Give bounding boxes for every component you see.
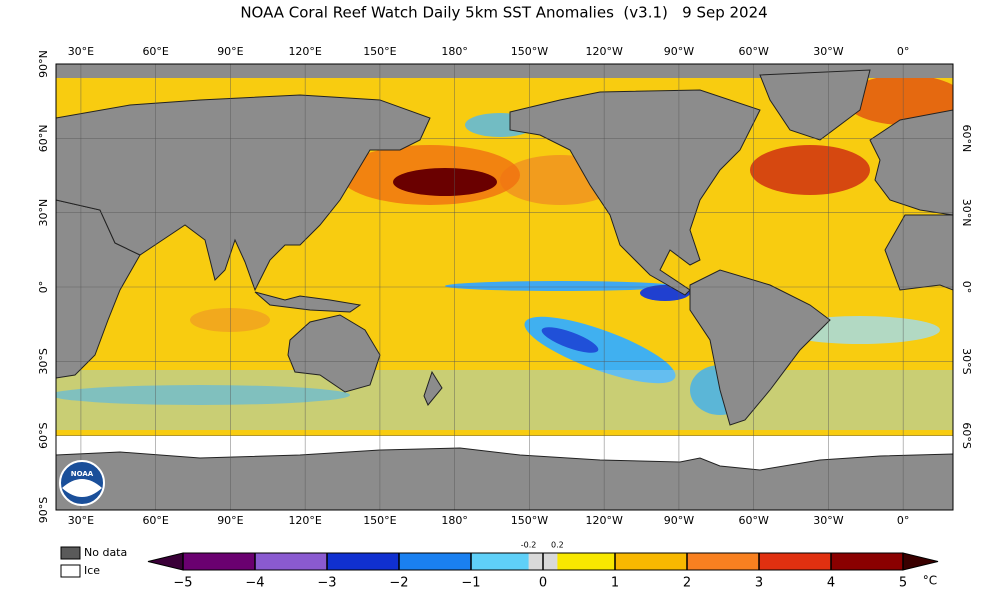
lon-label-bottom: 120°E [288,514,321,527]
colorbar-segment [255,553,327,570]
map-body [56,64,953,510]
lon-label-top: 90°E [217,45,243,58]
lat-label-left: 30°N [37,199,50,227]
lon-label-bottom: 90°W [664,514,694,527]
lon-label-bottom: 30°E [68,514,94,527]
legend: No data Ice [60,546,127,578]
colorbar-neutral-label: 0.2 [551,541,564,550]
colorbar-segment [327,553,399,570]
colorbar-segment [759,553,831,570]
anomaly-area [750,145,870,195]
new-zealand [423,370,443,406]
colorbar-tick-label: −5 [173,576,192,591]
colorbar-tick-label: 5 [899,576,907,591]
legend-swatch [60,546,81,560]
colorbar-tick-label: 2 [683,576,691,591]
lon-label-top: 30°E [68,45,94,58]
colorbar-segment [687,553,759,570]
lon-label-bottom: 30°W [813,514,843,527]
lon-label-top: 150°E [363,45,396,58]
colorbar-tick-label: 3 [755,576,763,591]
lat-label-right: 30°N [960,199,973,227]
lon-label-bottom: 120°W [585,514,622,527]
antarctica [56,447,953,510]
anomaly-pattern [56,75,953,430]
colorbar-tick-label: −4 [245,576,264,591]
lon-label-top: 150°W [511,45,548,58]
colorbar-segment [183,553,255,570]
lat-label-left: 30°S [37,348,50,374]
colorbar-tick-label: −1 [461,576,480,591]
colorbar: -0.2 0.2 −5 −4 −3 −2 −1 0 1 2 3 4 5 °C [147,541,939,591]
lat-label-right: 60°S [960,422,973,448]
colorbar-unit: °C [923,574,937,588]
eurasia [56,94,431,292]
north-america [509,89,761,296]
legend-label: Ice [84,564,100,577]
lon-label-top: 0° [897,45,910,58]
colorbar-segment [399,553,471,570]
lat-label-right: 60°N [960,124,973,152]
anomaly-area [393,168,497,196]
colorbar-segment [831,553,903,570]
lon-label-bottom: 0° [897,514,910,527]
colorbar-tick-label: −2 [389,576,408,591]
lat-label-left: 90°N [37,50,50,78]
lon-label-top: 180° [441,45,468,58]
lon-label-top: 120°E [288,45,321,58]
lon-label-bottom: 60°E [142,514,168,527]
anomaly-area [845,75,953,125]
title: NOAA Coral Reef Watch Daily 5km SST Anom… [240,4,767,22]
lon-label-top: 60°E [142,45,168,58]
colorbar-segment [471,553,543,570]
colorbar-tick-label: 4 [827,576,835,591]
lat-label-left: 90°S [37,497,50,523]
legend-label: No data [84,546,127,559]
lon-label-bottom: 150°W [511,514,548,527]
colorbar-neutral-label: -0.2 [521,541,537,550]
logo-text: NOAA [71,470,94,478]
colorbar-end-low [147,552,184,571]
noaa-logo-bird [62,479,102,497]
australia [287,314,381,393]
lat-label-left: 60°N [37,124,50,152]
lon-label-top: 30°W [813,45,843,58]
anomaly-area [445,281,675,291]
map-frame [55,63,954,511]
graticule [56,64,953,510]
colorbar-tick-label: 1 [611,576,619,591]
anomaly-area [56,385,350,405]
lon-label-bottom: 60°W [738,514,768,527]
lon-label-bottom: 90°E [217,514,243,527]
south-america [689,269,831,426]
lon-label-top: 90°W [664,45,694,58]
anomaly-area [541,327,599,353]
colorbar-segment [615,553,687,570]
indonesia [254,291,362,313]
colorbar-segment [543,553,615,570]
lat-label-left: 60°S [37,422,50,448]
legend-swatch [60,564,81,578]
lon-label-top: 60°W [738,45,768,58]
europe [869,109,953,216]
colorbar-tick-label: 0 [539,576,547,591]
lon-label-top: 120°W [585,45,622,58]
colorbar-tick-label: −3 [317,576,336,591]
lon-label-bottom: 150°E [363,514,396,527]
arctic-land [56,64,953,78]
lat-label-right: 30°S [960,348,973,374]
colorbar-end-high [902,552,939,571]
lon-label-bottom: 180° [441,514,468,527]
lat-label-right: 0° [960,281,973,294]
west-africa [884,214,953,291]
greenland [759,69,871,141]
anomaly-area [190,308,270,332]
lat-label-left: 0° [37,281,50,294]
